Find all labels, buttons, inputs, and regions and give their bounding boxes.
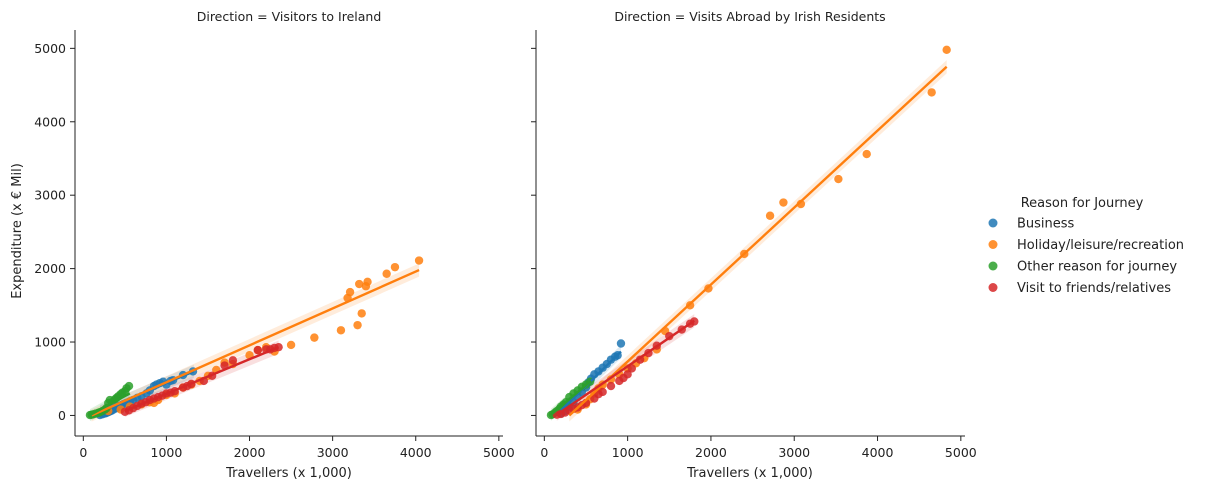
y-tick-label: 1000 bbox=[34, 335, 66, 350]
data-point bbox=[336, 326, 346, 335]
legend-marker bbox=[988, 261, 998, 271]
data-point bbox=[942, 45, 951, 55]
scatter-marks bbox=[85, 256, 424, 422]
x-tick-label: 2000 bbox=[695, 445, 727, 460]
x-axis-label: Travellers (x 1,000) bbox=[686, 466, 813, 481]
y-tick-label: 0 bbox=[58, 408, 66, 423]
panel-visitors-to-ireland: Direction = Visitors to Ireland Travelle… bbox=[10, 9, 515, 481]
data-point bbox=[779, 198, 788, 207]
data-point bbox=[414, 256, 424, 265]
x-tick-label: 5000 bbox=[483, 445, 515, 460]
y-tick-label: 2000 bbox=[34, 261, 66, 276]
data-point bbox=[927, 88, 936, 97]
legend-label: Holiday/leisure/recreation bbox=[1017, 238, 1184, 253]
data-point bbox=[598, 387, 607, 397]
data-point bbox=[228, 356, 238, 365]
x-tick-label: 1000 bbox=[151, 445, 183, 460]
data-point bbox=[353, 320, 362, 330]
data-point bbox=[834, 174, 843, 184]
axis-ticks: 0 1000 2000 3000 4000 5000 bbox=[531, 30, 977, 460]
data-point bbox=[390, 262, 400, 272]
data-point bbox=[286, 340, 296, 350]
data-point bbox=[355, 279, 364, 289]
regression-line bbox=[556, 319, 695, 416]
panel-title: Direction = Visitors to Ireland bbox=[197, 9, 382, 24]
x-tick-label: 3000 bbox=[317, 445, 349, 460]
legend-label: Visit to friends/relatives bbox=[1017, 281, 1171, 296]
regression-line bbox=[568, 65, 948, 417]
panel-title: Direction = Visits Abroad by Irish Resid… bbox=[614, 9, 885, 24]
regression-line bbox=[124, 346, 280, 413]
legend-marker bbox=[988, 218, 998, 228]
panel-visits-abroad: Direction = Visits Abroad by Irish Resid… bbox=[531, 9, 977, 481]
legend-title: Reason for Journey bbox=[1021, 196, 1144, 211]
x-tick-label: 4000 bbox=[400, 445, 432, 460]
data-point bbox=[253, 345, 263, 355]
x-tick-label: 0 bbox=[540, 445, 548, 460]
data-point bbox=[345, 287, 355, 297]
data-point bbox=[310, 333, 319, 342]
y-tick-label: 5000 bbox=[34, 41, 66, 56]
x-tick-label: 0 bbox=[79, 445, 87, 460]
regression-line bbox=[550, 380, 592, 416]
data-point bbox=[616, 339, 626, 348]
data-point bbox=[627, 364, 636, 373]
y-axis-label: Expenditure (x € Mil) bbox=[10, 163, 25, 299]
x-tick-label: 3000 bbox=[778, 445, 810, 460]
data-point bbox=[606, 381, 616, 391]
data-point bbox=[765, 211, 775, 220]
legend-label: Business bbox=[1017, 217, 1075, 232]
y-tick-label: 4000 bbox=[34, 114, 66, 129]
regression-line bbox=[91, 268, 420, 417]
scatter-marks bbox=[546, 45, 951, 422]
data-point bbox=[862, 149, 871, 159]
y-tick-label: 3000 bbox=[34, 188, 66, 203]
data-point bbox=[124, 381, 134, 391]
legend-entries: Business Holiday/leisure/recreation Other … bbox=[988, 217, 1184, 296]
data-point bbox=[357, 309, 366, 318]
data-point bbox=[623, 370, 632, 379]
x-tick-label: 2000 bbox=[234, 445, 266, 460]
legend: Reason for Journey Business Holiday/leisu… bbox=[988, 196, 1184, 296]
legend-marker bbox=[988, 283, 998, 292]
x-tick-label: 5000 bbox=[945, 445, 977, 460]
axis-ticks: 0 1000 2000 3000 4000 5000 0 1000 2000 3000 4000 50… bbox=[34, 30, 515, 460]
regression-line bbox=[89, 392, 131, 417]
data-point bbox=[382, 269, 391, 278]
legend-marker bbox=[988, 240, 998, 249]
x-tick-label: 1000 bbox=[612, 445, 644, 460]
data-point bbox=[363, 277, 372, 287]
x-tick-label: 4000 bbox=[862, 445, 894, 460]
x-axis-label: Travellers (x 1,000) bbox=[225, 466, 352, 481]
legend-label: Other reason for journey bbox=[1017, 260, 1177, 275]
